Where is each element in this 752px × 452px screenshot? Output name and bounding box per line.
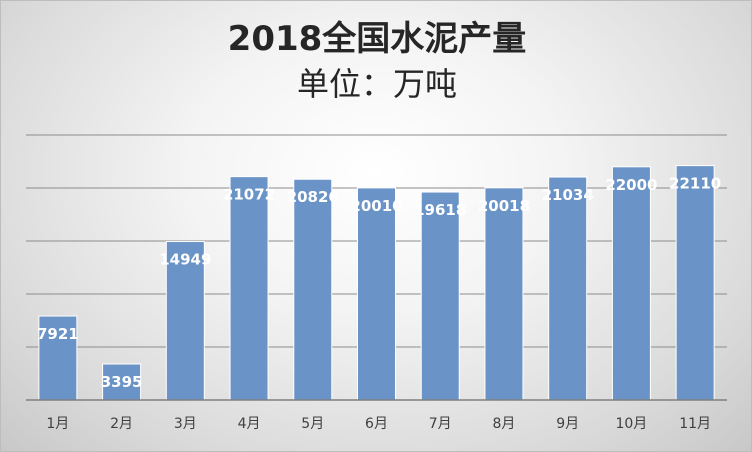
x-tick-label: 5月 bbox=[301, 416, 324, 432]
data-label: 20018 bbox=[478, 197, 530, 215]
bar bbox=[229, 176, 269, 401]
data-label: 22000 bbox=[605, 176, 657, 194]
data-label: 21072 bbox=[223, 186, 275, 204]
x-tick-label: 4月 bbox=[238, 416, 261, 432]
bar bbox=[102, 363, 142, 401]
data-label: 20826 bbox=[287, 188, 339, 206]
x-tick-label: 2月 bbox=[110, 416, 133, 432]
bar bbox=[38, 315, 78, 401]
x-tick-label: 3月 bbox=[174, 416, 197, 432]
bar bbox=[357, 187, 396, 401]
bar bbox=[293, 178, 333, 401]
chart-title: 2018全国水泥产量 bbox=[227, 19, 527, 59]
bar bbox=[611, 166, 651, 401]
x-tick-label: 1月 bbox=[46, 416, 69, 432]
x-tick-label: 7月 bbox=[429, 416, 452, 432]
bar bbox=[420, 191, 460, 401]
x-tick-label: 8月 bbox=[492, 416, 515, 432]
data-label: 19618 bbox=[414, 201, 466, 219]
bar bbox=[484, 187, 524, 401]
bar bbox=[548, 176, 588, 401]
x-tick-label: 6月 bbox=[365, 416, 388, 432]
data-label: 22110 bbox=[669, 175, 721, 193]
bar bbox=[165, 241, 205, 401]
x-tick-label: 9月 bbox=[556, 416, 579, 432]
x-tick-label: 11月 bbox=[679, 416, 711, 432]
data-label: 7921 bbox=[37, 325, 79, 343]
chart-subtitle: 单位：万吨 bbox=[296, 65, 457, 103]
data-label: 14949 bbox=[159, 251, 211, 269]
x-tick-label: 10月 bbox=[615, 416, 647, 432]
data-label: 3395 bbox=[101, 373, 143, 391]
data-label: 20010 bbox=[350, 197, 402, 215]
bar bbox=[675, 165, 715, 401]
data-label: 21034 bbox=[542, 186, 594, 204]
